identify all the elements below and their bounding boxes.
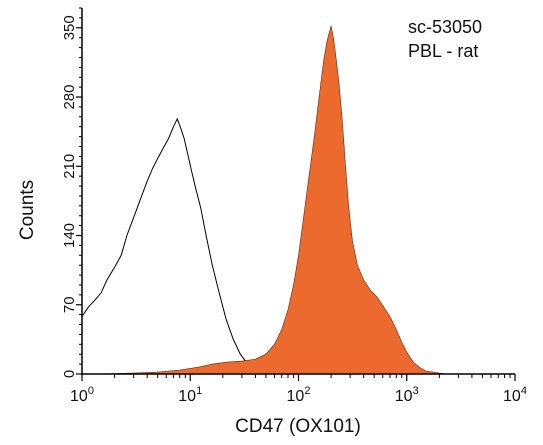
annotation-line-1: sc-53050 (408, 17, 482, 37)
series-1-filled-histogram (101, 25, 459, 375)
x-tick-label: 101 (178, 385, 202, 405)
x-tick-label: 104 (503, 385, 527, 405)
x-tick-label: 103 (395, 385, 419, 405)
y-tick-label: 70 (61, 296, 78, 313)
annotation-line-2: PBL - rat (408, 41, 478, 61)
plot-area (81, 25, 459, 375)
y-tick-label: 210 (61, 154, 78, 179)
y-tick-label: 0 (61, 370, 78, 378)
y-tick-label: 280 (61, 85, 78, 110)
x-tick-label: 100 (70, 385, 94, 405)
ticks: 0 70 140 210 280 350 100 101 102 103 104 (61, 7, 527, 405)
x-tick-label: 102 (287, 385, 311, 405)
y-axis-label: Counts (17, 180, 38, 240)
x-axis-label: CD47 (OX101) (235, 416, 361, 437)
y-tick-label: 140 (61, 223, 78, 248)
y-tick-label: 350 (61, 15, 78, 40)
